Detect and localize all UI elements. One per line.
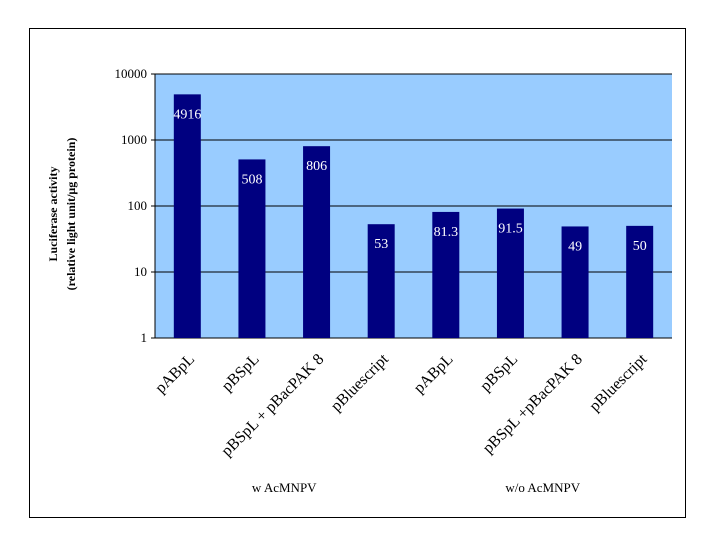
bar-value-label: 49 [568,239,582,254]
y-tick-labels: 1 10 100 1000 10000 [115,66,155,345]
y-tick-label: 100 [128,198,148,213]
category-label: pBluescript [328,350,393,415]
bar-value-label: 50 [633,239,647,254]
bar-value-label: 81.3 [434,225,459,240]
category-label: pBSpL [219,351,263,395]
bar [367,224,395,338]
bar-chart: 4916 508 806 53 81.3 91.5 49 50 1 10 100 1000 10000… [46,66,672,495]
bar [561,226,589,338]
category-label: pBluescript [586,350,651,415]
bar [496,208,524,338]
bar-value-label: 53 [374,237,388,252]
bar [173,94,201,339]
bar-value-label: 4916 [173,107,201,122]
group-labels: w AcMNPV w/o AcMNPV [252,480,581,495]
y-tick-label: 10 [134,264,147,279]
y-axis-label-line2: (relative light unit/μg protein) [64,138,78,291]
y-axis-label-line1: Luciferase activity [46,167,60,262]
bar-value-label: 806 [306,159,327,174]
y-tick-label: 1000 [121,132,147,147]
bars: 4916 508 806 53 81.3 91.5 49 50 [173,94,654,339]
bar [238,159,266,338]
group-label: w/o AcMNPV [505,480,580,495]
bar [303,146,331,338]
group-label: w AcMNPV [252,480,317,495]
y-tick-label: 1 [141,330,148,345]
y-tick-label: 10000 [115,66,148,81]
bar [626,225,654,338]
category-label: pBSpL [477,351,521,395]
category-label: pABpL [152,351,198,397]
bar-value-label: 91.5 [498,222,523,237]
category-label: pABpL [411,351,457,397]
bar [432,211,460,338]
chart-frame: 4916 508 806 53 81.3 91.5 49 50 1 10 100 1000 10000… [29,28,686,518]
bar-value-label: 508 [241,172,262,187]
